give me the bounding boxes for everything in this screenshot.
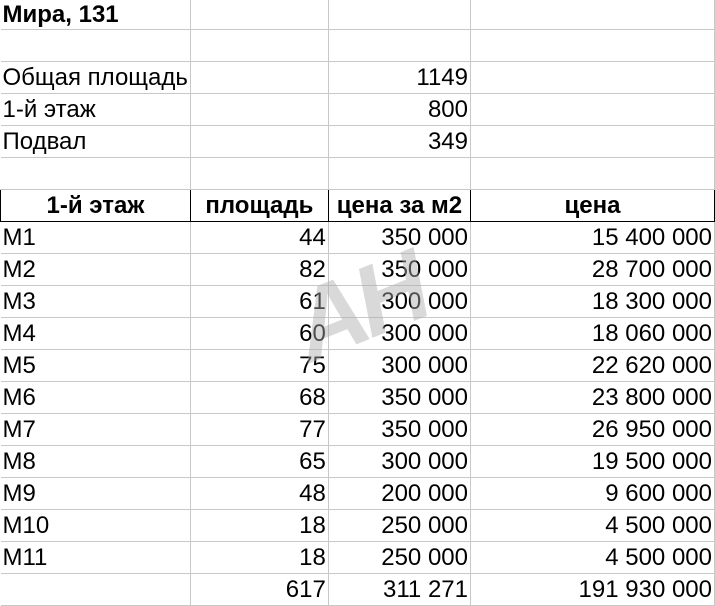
cell[interactable] [189, 125, 329, 158]
cell[interactable] [189, 0, 329, 30]
cell[interactable]: 82 [189, 253, 329, 286]
cell[interactable]: 9 600 000 [470, 477, 715, 510]
cell[interactable] [470, 93, 715, 126]
cell[interactable]: 300 000 [327, 349, 472, 382]
header-cell[interactable]: 1-й этаж [0, 189, 191, 222]
cell[interactable]: 65 [189, 445, 329, 478]
table-row: M9 48 200 000 9 600 000 [0, 477, 715, 510]
table-row: M11 18 250 000 4 500 000 [0, 541, 715, 574]
cell[interactable] [0, 573, 191, 606]
table-row: M1 44 350 000 15 400 000 [0, 221, 715, 254]
cell[interactable] [470, 157, 715, 190]
cell[interactable]: M1 [0, 221, 191, 254]
totals-row: 617 311 271 191 930 000 [0, 573, 715, 606]
cell[interactable]: 350 000 [327, 253, 472, 286]
cell[interactable]: 18 060 000 [470, 317, 715, 350]
summary-value[interactable]: 349 [327, 125, 472, 158]
summary-row: Подвал 349 [0, 125, 715, 158]
cell[interactable] [189, 61, 329, 94]
title-cell[interactable]: Мира, 131 [0, 0, 191, 30]
table-row: M4 60 300 000 18 060 000 [0, 317, 715, 350]
cell[interactable]: 4 500 000 [470, 541, 715, 574]
cell[interactable]: 28 700 000 [470, 253, 715, 286]
cell[interactable]: 18 300 000 [470, 285, 715, 318]
header-cell[interactable]: площадь [189, 189, 329, 222]
cell[interactable]: 617 [189, 573, 329, 606]
cell[interactable]: 300 000 [327, 285, 472, 318]
table-row: M10 18 250 000 4 500 000 [0, 509, 715, 542]
cell[interactable]: M10 [0, 509, 191, 542]
cell[interactable]: 18 [189, 541, 329, 574]
cell[interactable]: 350 000 [327, 413, 472, 446]
table-row: M3 61 300 000 18 300 000 [0, 285, 715, 318]
cell[interactable]: M8 [0, 445, 191, 478]
cell[interactable]: 26 950 000 [470, 413, 715, 446]
cell[interactable]: 300 000 [327, 317, 472, 350]
header-cell[interactable]: цена [470, 189, 715, 222]
cell[interactable] [327, 157, 472, 190]
cell[interactable]: 60 [189, 317, 329, 350]
summary-value[interactable]: 1149 [327, 61, 472, 94]
cell[interactable]: 48 [189, 477, 329, 510]
cell[interactable] [470, 0, 715, 30]
cell[interactable]: 250 000 [327, 509, 472, 542]
cell[interactable]: 68 [189, 381, 329, 414]
cell[interactable]: 300 000 [327, 445, 472, 478]
cell[interactable] [470, 61, 715, 94]
cell[interactable]: M11 [0, 541, 191, 574]
table-row: M2 82 350 000 28 700 000 [0, 253, 715, 286]
cell[interactable]: 75 [189, 349, 329, 382]
cell[interactable] [470, 125, 715, 158]
cell[interactable] [327, 29, 472, 62]
cell[interactable]: 350 000 [327, 221, 472, 254]
cell[interactable] [0, 29, 191, 62]
cell[interactable]: 200 000 [327, 477, 472, 510]
header-row: 1-й этаж площадь цена за м2 цена [0, 189, 715, 222]
cell[interactable] [189, 157, 329, 190]
header-cell[interactable]: цена за м2 [327, 189, 472, 222]
cell[interactable]: 191 930 000 [470, 573, 715, 606]
cell[interactable]: M3 [0, 285, 191, 318]
cell[interactable]: 350 000 [327, 381, 472, 414]
summary-value[interactable]: 800 [327, 93, 472, 126]
cell[interactable]: 61 [189, 285, 329, 318]
table-row: M8 65 300 000 19 500 000 [0, 445, 715, 478]
cell[interactable]: M6 [0, 381, 191, 414]
cell[interactable] [0, 157, 191, 190]
cell[interactable] [189, 29, 329, 62]
cell[interactable]: M5 [0, 349, 191, 382]
cell[interactable]: 19 500 000 [470, 445, 715, 478]
summary-row: 1-й этаж 800 [0, 93, 715, 126]
summary-label[interactable]: Общая площадь [0, 61, 191, 94]
cell[interactable]: M9 [0, 477, 191, 510]
table-row: M5 75 300 000 22 620 000 [0, 349, 715, 382]
cell[interactable] [470, 29, 715, 62]
cell[interactable]: 311 271 [327, 573, 472, 606]
cell[interactable] [189, 93, 329, 126]
cell[interactable]: 77 [189, 413, 329, 446]
cell[interactable]: 23 800 000 [470, 381, 715, 414]
cell[interactable]: M7 [0, 413, 191, 446]
table-row: M7 77 350 000 26 950 000 [0, 413, 715, 446]
cell[interactable]: 22 620 000 [470, 349, 715, 382]
cell[interactable]: 18 [189, 509, 329, 542]
summary-label[interactable]: 1-й этаж [0, 93, 191, 126]
cell[interactable]: M2 [0, 253, 191, 286]
cell[interactable] [327, 0, 472, 30]
cell[interactable]: 250 000 [327, 541, 472, 574]
table-row: M6 68 350 000 23 800 000 [0, 381, 715, 414]
cell[interactable]: 4 500 000 [470, 509, 715, 542]
cell[interactable]: 15 400 000 [470, 221, 715, 254]
summary-row: Общая площадь 1149 [0, 61, 715, 94]
cell[interactable]: 44 [189, 221, 329, 254]
cell[interactable]: M4 [0, 317, 191, 350]
summary-label[interactable]: Подвал [0, 125, 191, 158]
